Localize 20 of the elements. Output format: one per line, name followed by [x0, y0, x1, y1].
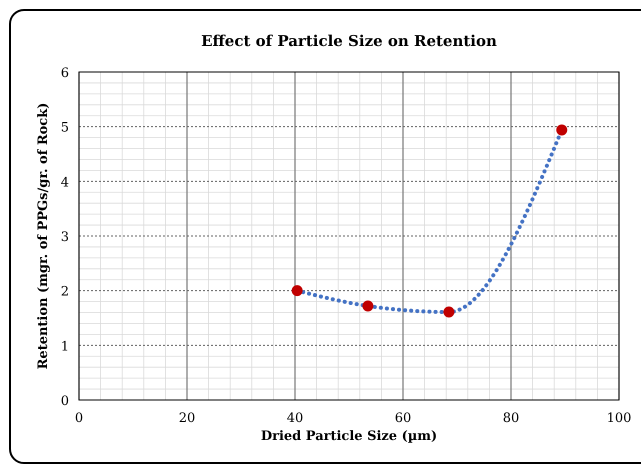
y-tick-label: 1	[60, 339, 69, 354]
chart-title: Effect of Particle Size on Retention	[201, 32, 498, 50]
x-axis-title: Dried Particle Size (µm)	[260, 429, 438, 444]
y-axis-title: Retention (mgr. of PPGs/gr. of Rock)	[36, 102, 51, 370]
x-tick-label: 80	[502, 411, 520, 426]
point	[292, 285, 303, 296]
y-tick-label: 2	[60, 284, 69, 300]
y-tick-label: 0	[60, 394, 69, 409]
y-tick-label: 6	[60, 66, 69, 81]
x-tick-label: 100	[606, 411, 632, 426]
x-tick-label: 40	[286, 411, 304, 426]
point	[443, 306, 454, 318]
x-tick-label: 0	[74, 411, 84, 426]
point	[362, 300, 374, 312]
x-tick-label: 60	[394, 411, 412, 426]
y-tick-label: 5	[60, 120, 69, 136]
point	[556, 124, 568, 136]
x-tick-label: 20	[178, 411, 196, 426]
y-tick-label: 3	[60, 230, 69, 245]
y-tick-label: 4	[60, 175, 69, 190]
